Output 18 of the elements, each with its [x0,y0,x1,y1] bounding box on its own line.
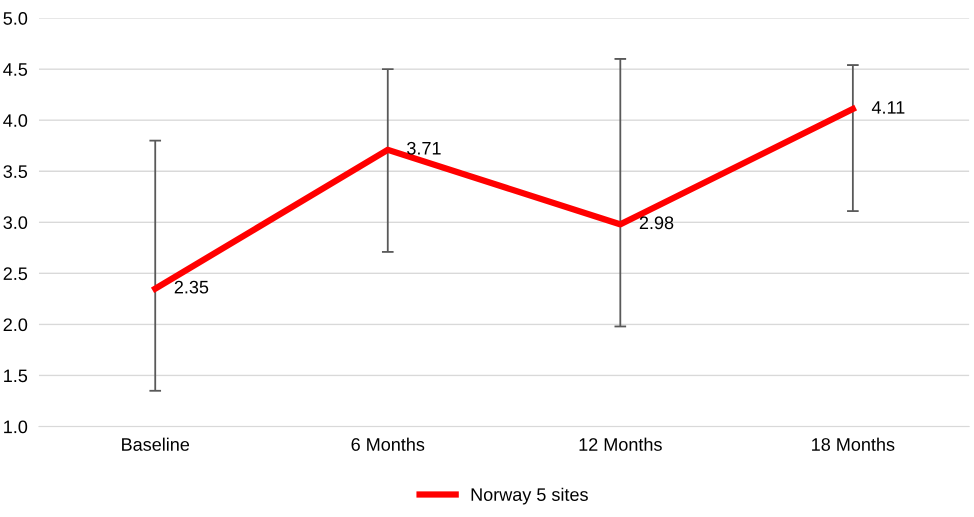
y-tick-label: 4.0 [3,114,28,127]
y-tick-label: 4.5 [3,63,28,76]
y-tick-label: 1.5 [4,370,28,382]
x-tick-label: Baseline [122,438,190,451]
x-tick-label: 18 Months [812,438,894,451]
x-tick-label: 12 Months [580,438,662,451]
y-tick-label: 1.0 [4,420,28,434]
y-tick-label: 2.0 [4,318,28,332]
x-tick-label: 6 Months [352,438,424,451]
legend-label: Norway 5 sites [472,488,588,505]
y-tick-label: 3.0 [3,216,28,230]
data-label: 4.11 [872,101,904,114]
data-label: 2.98 [640,216,674,230]
data-label: 2.35 [174,280,208,294]
y-tick-label: 2.5 [4,267,28,280]
y-tick-label: 3.5 [3,165,28,178]
data-label: 3.71 [407,142,441,155]
y-tick-label: 5.0 [3,12,28,25]
